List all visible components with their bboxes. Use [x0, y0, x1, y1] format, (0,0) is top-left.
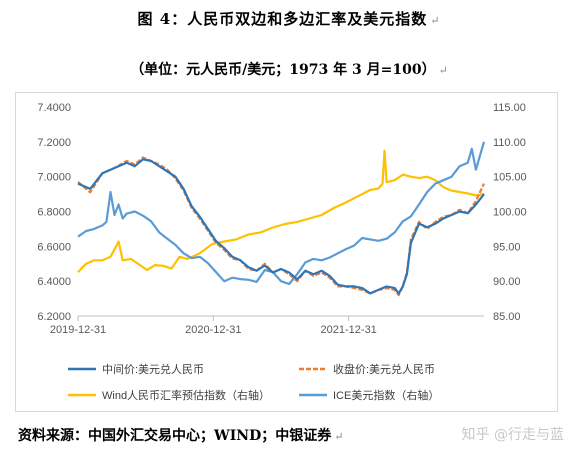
y-left-tick-label: 7.0000	[37, 172, 71, 184]
paragraph-mark-icon: ↵	[430, 14, 441, 27]
watermark: 知乎 @行走与蓝	[461, 427, 564, 443]
paragraph-mark-icon: ↵	[334, 430, 344, 443]
series-line	[77, 158, 485, 295]
legend-label: ICE美元指数（右轴）	[333, 388, 439, 402]
legend-label: 收盘价:美元兑人民币	[333, 362, 435, 376]
y-left-tick-label: 6.4000	[37, 276, 71, 288]
page-title-text: 图 4：人民币双边和多边汇率及美元指数	[137, 10, 428, 28]
series-line	[77, 149, 485, 273]
page-subtitle: （单位：元人民币/美元；1973 年 3 月=100） ↵	[0, 59, 578, 79]
x-tick-label: 2019-12-31	[50, 324, 106, 336]
y-right-tick-label: 105.00	[493, 172, 527, 184]
x-tick-label: 2021-12-31	[321, 324, 377, 336]
page-title: 图 4：人民币双边和多边汇率及美元指数 ↵	[0, 8, 578, 29]
legend-label: 中间价:美元兑人民币	[102, 362, 204, 376]
y-left-tick-label: 6.6000	[37, 241, 71, 253]
source-text: 资料来源：中国外汇交易中心；WIND；中银证券	[18, 428, 332, 444]
chart-frame: 6.2000 6.4000 6.6000 6.8000 7.0000 7.2000 7.40…	[15, 92, 558, 412]
x-tick-label: 2020-12-31	[185, 324, 241, 336]
y-right-tick-label: 85.00	[493, 311, 521, 323]
exchange-rate-chart: 6.2000 6.4000 6.6000 6.8000 7.0000 7.2000 7.40…	[37, 102, 527, 402]
y-left-tick-label: 6.8000	[37, 207, 71, 219]
y-right-tick-label: 110.00	[493, 137, 526, 149]
y-right-tick-label: 95.00	[493, 241, 521, 253]
page-subtitle-text: （单位：元人民币/美元；1973 年 3 月=100）	[130, 62, 436, 78]
y-left-tick-label: 7.4000	[37, 102, 71, 114]
y-left-tick-label: 6.2000	[37, 311, 71, 323]
paragraph-mark-icon: ↵	[438, 64, 448, 77]
source-note: 资料来源：中国外汇交易中心；WIND；中银证券 ↵	[18, 425, 343, 445]
y-right-tick-label: 115.00	[493, 102, 526, 114]
legend-label: Wind人民币汇率预估指数（右轴）	[102, 388, 270, 402]
y-left-tick-label: 7.2000	[37, 137, 71, 149]
y-right-tick-label: 90.00	[493, 276, 521, 288]
y-right-tick-label: 100.00	[493, 207, 527, 219]
